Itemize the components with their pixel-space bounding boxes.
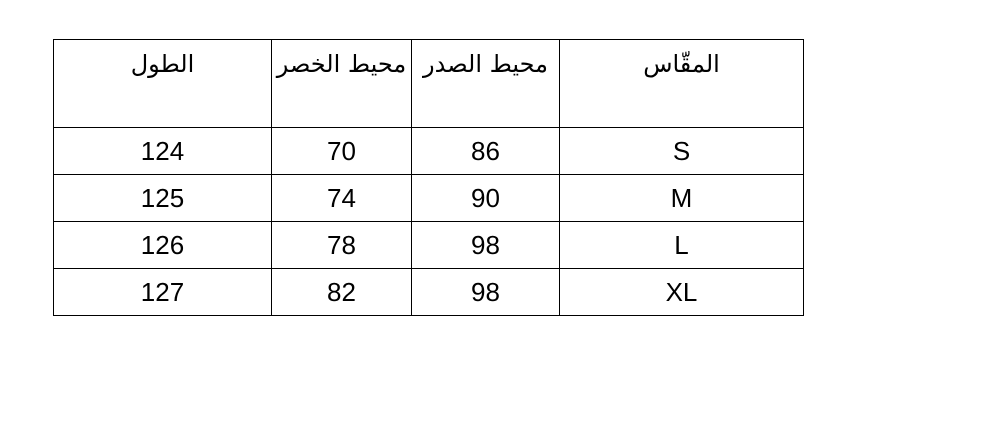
cell-waist: 78 [271, 221, 412, 269]
cell-waist: 70 [271, 127, 412, 175]
cell-chest: 86 [411, 127, 560, 175]
header-waist: محيط الخصر [271, 39, 412, 128]
header-row: المقّاس محيط الصدر محيط الخصر الطول [53, 39, 804, 128]
table-row: M 90 74 125 [53, 174, 804, 222]
table-row: XL 98 82 127 [53, 268, 804, 316]
header-length: الطول [53, 39, 272, 128]
cell-size: M [559, 174, 804, 222]
cell-waist: 82 [271, 268, 412, 316]
table-row: L 98 78 126 [53, 221, 804, 269]
cell-chest: 90 [411, 174, 560, 222]
table-row: S 86 70 124 [53, 127, 804, 175]
header-chest: محيط الصدر [411, 39, 560, 128]
cell-chest: 98 [411, 221, 560, 269]
cell-length: 125 [53, 174, 272, 222]
cell-chest: 98 [411, 268, 560, 316]
cell-waist: 74 [271, 174, 412, 222]
size-chart-table: المقّاس محيط الصدر محيط الخصر الطول S 86 7… [53, 39, 804, 316]
cell-length: 124 [53, 127, 272, 175]
header-size: المقّاس [559, 39, 804, 128]
cell-length: 126 [53, 221, 272, 269]
cell-size: L [559, 221, 804, 269]
cell-length: 127 [53, 268, 272, 316]
cell-size: S [559, 127, 804, 175]
cell-size: XL [559, 268, 804, 316]
